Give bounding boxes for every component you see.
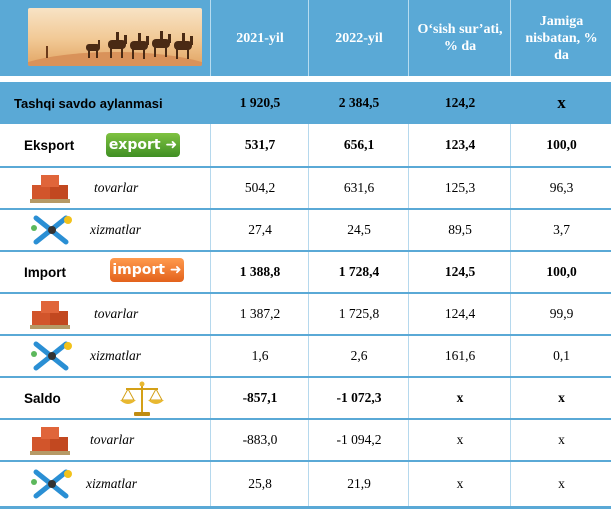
row-label: xizmatlar — [90, 348, 142, 363]
header-2021: 2021-yil — [236, 30, 284, 46]
table-row: Eksport export ➜ 531,7 656,1 123,4 100,0 — [0, 124, 611, 166]
table-row: tovarlar 504,2 631,6 125,3 96,3 — [0, 168, 611, 208]
scales-icon — [118, 380, 166, 423]
value-growth: 124,2 — [444, 95, 476, 110]
boxes-icon — [30, 425, 74, 462]
value-share: 0,1 — [553, 348, 570, 363]
value-2022: -1 094,2 — [336, 432, 382, 447]
value-2022: 2 384,5 — [338, 95, 380, 110]
value-2022: 631,6 — [343, 180, 375, 195]
value-2021: 1 388,8 — [239, 264, 281, 279]
value-share: 96,3 — [549, 180, 574, 195]
value-growth: 124,5 — [444, 264, 476, 279]
value-2022: 24,5 — [347, 222, 371, 237]
value-2021: 1 387,2 — [239, 306, 281, 321]
value-share: x — [558, 476, 565, 491]
boxes-icon — [30, 299, 74, 336]
header-2022: 2022-yil — [335, 30, 383, 46]
row-label: tovarlar — [94, 306, 139, 321]
table-row: Import import ➜ 1 388,8 1 728,4 124,5 10… — [0, 252, 611, 292]
value-share: 100,0 — [546, 264, 577, 279]
value-2021: -883,0 — [242, 432, 278, 447]
value-2021: 1 920,5 — [239, 95, 281, 110]
value-share: 100,0 — [546, 137, 577, 152]
row-label: Tashqi savdo aylanmasi — [14, 95, 163, 111]
table-row: tovarlar 1 387,2 1 725,8 124,4 99,9 — [0, 294, 611, 334]
row-label: tovarlar — [94, 180, 139, 195]
caravan-desert-image — [28, 8, 202, 66]
header-growth: O‘sish sur’ati, % da — [417, 22, 503, 54]
table-row: xizmatlar 27,4 24,5 89,5 3,7 — [0, 210, 611, 250]
tools-icon — [30, 468, 74, 505]
value-share: 3,7 — [553, 222, 570, 237]
value-growth: 124,4 — [444, 306, 476, 321]
value-2022: 21,9 — [347, 476, 371, 491]
value-2021: 27,4 — [248, 222, 272, 237]
value-2022: 656,1 — [343, 137, 375, 152]
row-label: tovarlar — [90, 432, 135, 447]
table-row: Saldo -857,1 -1 072,3 x x — [0, 378, 611, 418]
value-2021: 25,8 — [248, 476, 272, 491]
value-growth: x — [456, 432, 464, 447]
value-2021: 504,2 — [244, 180, 276, 195]
row-label: Eksport — [24, 137, 75, 153]
value-2022: 2,6 — [350, 348, 368, 363]
table-row: xizmatlar 25,8 21,9 x x — [0, 462, 611, 506]
table-row: xizmatlar 1,6 2,6 161,6 0,1 — [0, 336, 611, 376]
value-2022: 1 728,4 — [338, 264, 380, 279]
value-2021: 1,6 — [251, 348, 269, 363]
value-growth: 89,5 — [448, 222, 472, 237]
table-row: Tashqi savdo aylanmasi 1 920,5 2 384,5 1… — [0, 82, 611, 124]
value-growth: 123,4 — [444, 137, 476, 152]
value-share: x — [558, 390, 565, 405]
row-label: Saldo — [24, 390, 61, 406]
value-growth: 125,3 — [444, 180, 476, 195]
value-2022: -1 072,3 — [336, 390, 382, 405]
value-growth: 161,6 — [444, 348, 476, 363]
boxes-icon — [30, 173, 74, 210]
value-2021: 531,7 — [244, 137, 276, 152]
row-label: xizmatlar — [90, 222, 142, 237]
value-share: 99,9 — [549, 306, 574, 321]
value-share: x — [557, 93, 566, 112]
value-2022: 1 725,8 — [338, 306, 380, 321]
value-growth: x — [456, 476, 464, 491]
row-label: Import — [24, 264, 66, 280]
tools-icon — [30, 214, 74, 251]
value-2021: -857,1 — [242, 390, 278, 405]
value-share: x — [558, 432, 565, 447]
tools-icon — [30, 340, 74, 377]
table-header: 2021-yil 2022-yil O‘sish sur’ati, % da J… — [0, 0, 611, 76]
export-badge-icon: export ➜ — [106, 133, 180, 157]
table-row: tovarlar -883,0 -1 094,2 x x — [0, 420, 611, 460]
value-growth: x — [456, 390, 464, 405]
header-share: Jamiga nisbatan, % da — [525, 13, 598, 63]
row-label: xizmatlar — [86, 476, 138, 491]
import-badge-icon: import ➜ — [110, 258, 184, 282]
